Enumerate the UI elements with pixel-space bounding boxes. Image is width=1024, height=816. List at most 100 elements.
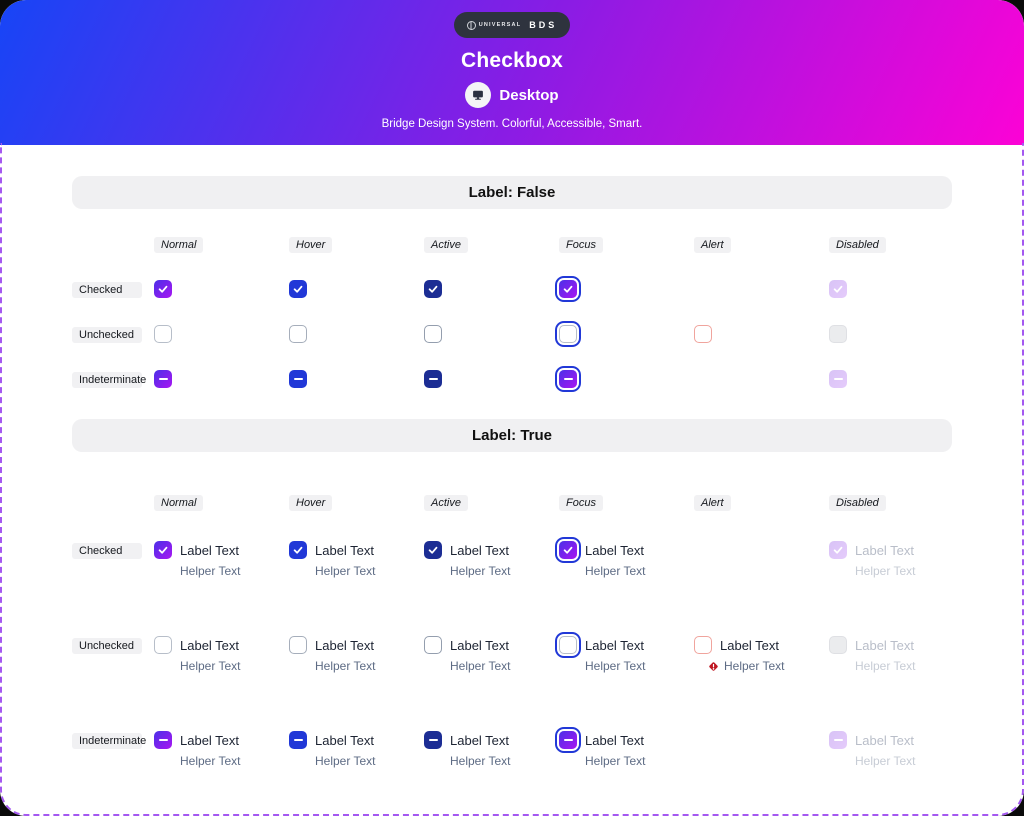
column-header-cell-hover: Hover [289, 235, 412, 253]
checkbox-label: Label Text [585, 637, 645, 653]
indeterminate-dash-icon [833, 377, 843, 381]
matrix-cell-unchecked-normal: Label Text Helper Text [154, 636, 277, 673]
checkbox-indeterminate-normal[interactable] [154, 370, 172, 388]
checkbox-unchecked-hover[interactable] [289, 325, 307, 343]
checkbox-indeterminate-hover[interactable] [289, 370, 307, 388]
checkbox-indeterminate-hover[interactable] [289, 731, 307, 749]
checkbox-line: Label Text [424, 541, 547, 559]
row-header-unchecked: Unchecked [72, 327, 142, 343]
helper-text-row: Helper Text [585, 754, 682, 768]
checkbox-unchecked-hover[interactable] [289, 636, 307, 654]
checkbox-line [829, 325, 952, 343]
matrix-cell-unchecked-alert [694, 325, 817, 343]
checkbox-line: Label Text [289, 731, 412, 749]
checkbox-unchecked-active[interactable] [424, 325, 442, 343]
indeterminate-dash-icon [293, 738, 303, 742]
checkbox-line [289, 370, 412, 388]
row-header-checked: Checked [72, 543, 142, 559]
state-matrix-label-true: Normal Hover Active Focus Alert Disabled Check… [72, 493, 952, 768]
indeterminate-dash-icon [158, 738, 168, 742]
checkbox-indeterminate-active[interactable] [424, 370, 442, 388]
checkbox-checked-active[interactable] [424, 280, 442, 298]
checkbox-line: Label Text [559, 731, 682, 749]
check-icon [562, 283, 574, 295]
matrix-cell-unchecked-disabled: Label Text Helper Text [829, 636, 952, 673]
checkbox-line [829, 370, 952, 388]
checkbox-unchecked-disabled [829, 636, 847, 654]
row-header-indeterminate: Indeterminate [72, 733, 146, 749]
state-row-unchecked: Unchecked [72, 325, 952, 343]
matrix-cell-unchecked-alert: Label Text Helper Text [694, 636, 817, 673]
checkbox-line [559, 325, 682, 343]
checkbox-checked-hover[interactable] [289, 280, 307, 298]
checkbox-indeterminate-disabled [829, 731, 847, 749]
checkbox-indeterminate-focus[interactable] [559, 731, 577, 749]
helper-text: Helper Text [315, 564, 376, 578]
bds-text: BDS [529, 20, 558, 30]
platform-row: Desktop [465, 82, 559, 108]
matrix-cell-unchecked-focus [559, 325, 682, 343]
checkbox-indeterminate-normal[interactable] [154, 731, 172, 749]
indeterminate-dash-icon [563, 377, 573, 381]
helper-text-row: Helper Text [585, 564, 682, 578]
check-icon [832, 283, 844, 295]
matrix-cell-unchecked-hover: Label Text Helper Text [289, 636, 412, 673]
checkbox-line [559, 280, 682, 298]
helper-text: Helper Text [450, 659, 511, 673]
content: Label: False Normal Hover Active Focus Alert… [0, 176, 1024, 768]
checkbox-checked-active[interactable] [424, 541, 442, 559]
checkbox-unchecked-alert[interactable] [694, 636, 712, 654]
helper-text: Helper Text [855, 659, 916, 673]
checkbox-line [559, 370, 682, 388]
checkbox-line: Label Text [424, 636, 547, 654]
checkbox-indeterminate-active[interactable] [424, 731, 442, 749]
helper-text-row: Helper Text [855, 659, 952, 673]
row-header-cell-checked: Checked [72, 280, 142, 298]
helper-text: Helper Text [315, 659, 376, 673]
checkbox-checked-focus[interactable] [559, 280, 577, 298]
corner-cell [72, 493, 142, 511]
helper-text: Helper Text [585, 564, 646, 578]
checkbox-unchecked-normal[interactable] [154, 636, 172, 654]
checkbox-label: Label Text [315, 542, 375, 558]
checkbox-label: Label Text [585, 732, 645, 748]
checkbox-unchecked-alert[interactable] [694, 325, 712, 343]
row-header-unchecked: Unchecked [72, 638, 142, 654]
tagline: Bridge Design System. Colorful, Accessib… [381, 118, 643, 130]
checkbox-unchecked-active[interactable] [424, 636, 442, 654]
checkbox-line [424, 325, 547, 343]
matrix-cell-checked-disabled [829, 280, 952, 298]
matrix-cell-indeterminate-focus: Label Text Helper Text [559, 731, 682, 768]
section-label-false: Label: False Normal Hover Active Focus Alert… [72, 176, 952, 388]
checkbox-checked-normal[interactable] [154, 541, 172, 559]
checkbox-line [154, 370, 277, 388]
matrix-cell-checked-alert [694, 280, 817, 298]
checkbox-unchecked-normal[interactable] [154, 325, 172, 343]
header: UNIVERSAL BDS Checkbox Desktop Bridge De… [0, 0, 1024, 145]
checkbox-checked-focus[interactable] [559, 541, 577, 559]
column-header-hover: Hover [289, 495, 333, 511]
row-header-cell-indeterminate: Indeterminate [72, 731, 146, 749]
checkbox-line [694, 325, 817, 343]
helper-text-row: Helper Text [855, 754, 952, 768]
alert-diamond-icon [708, 661, 719, 672]
check-icon [292, 283, 304, 295]
checkbox-unchecked-focus[interactable] [559, 325, 577, 343]
checkbox-label: Label Text [585, 542, 645, 558]
column-header-cell-disabled: Disabled [829, 493, 952, 511]
checkbox-indeterminate-focus[interactable] [559, 370, 577, 388]
checkbox-label: Label Text [315, 732, 375, 748]
column-header-row: Normal Hover Active Focus Alert Disabled [72, 235, 952, 253]
matrix-cell-checked-active: Label Text Helper Text [424, 541, 547, 578]
checkbox-indeterminate-disabled [829, 370, 847, 388]
checkbox-line [154, 325, 277, 343]
helper-text-row: Helper Text [450, 659, 547, 673]
helper-text: Helper Text [450, 754, 511, 768]
checkbox-unchecked-focus[interactable] [559, 636, 577, 654]
checkbox-checked-hover[interactable] [289, 541, 307, 559]
checkbox-checked-normal[interactable] [154, 280, 172, 298]
row-header-cell-checked: Checked [72, 541, 142, 559]
state-row-indeterminate: Indeterminate Label Text Helper Text Label … [72, 731, 952, 768]
checkbox-label: Label Text [180, 542, 240, 558]
